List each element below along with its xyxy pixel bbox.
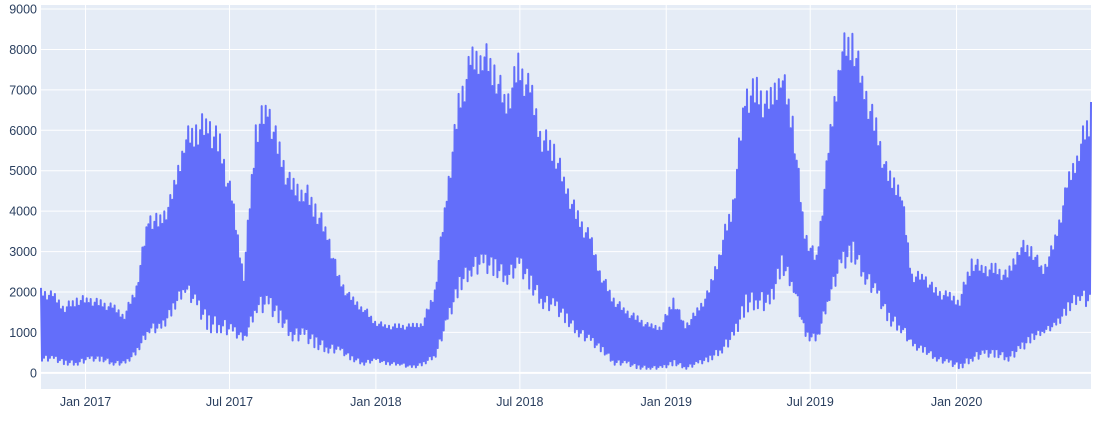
y-tick-label: 7000 bbox=[9, 83, 37, 97]
x-tick-label: Jan 2017 bbox=[60, 395, 111, 409]
y-tick-label: 0 bbox=[30, 366, 37, 380]
y-tick-label: 4000 bbox=[9, 205, 37, 219]
y-tick-label: 6000 bbox=[9, 124, 37, 138]
x-tick-label: Jul 2019 bbox=[787, 395, 834, 409]
y-tick-label: 2000 bbox=[9, 285, 37, 299]
x-tick-label: Jan 2019 bbox=[641, 395, 692, 409]
y-tick-label: 8000 bbox=[9, 43, 37, 57]
x-tick-label: Jul 2017 bbox=[206, 395, 253, 409]
y-tick-label: 3000 bbox=[9, 245, 37, 259]
x-axis: Jan 2017 Jul 2017 Jan 2018 Jul 2018 Jan 2019… bbox=[60, 395, 983, 409]
x-tick-label: Jul 2018 bbox=[496, 395, 543, 409]
x-tick-label: Jan 2018 bbox=[350, 395, 401, 409]
y-tick-label: 5000 bbox=[9, 164, 37, 178]
y-axis: 0 1000 2000 3000 4000 5000 6000 7000 8000 9000 bbox=[9, 3, 37, 381]
y-tick-label: 9000 bbox=[9, 3, 37, 17]
x-tick-label: Jan 2020 bbox=[931, 395, 982, 409]
y-tick-label: 1000 bbox=[9, 326, 37, 340]
